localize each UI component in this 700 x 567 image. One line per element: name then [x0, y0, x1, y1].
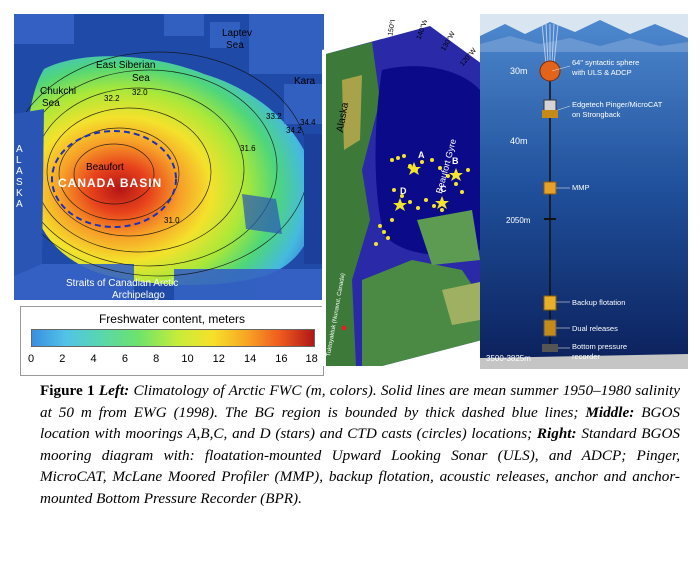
figure-caption: Figure 1 Left: Climatology of Arctic FWC… — [40, 380, 680, 509]
colorbar-tick: 0 — [27, 353, 35, 365]
bpr-label-1: Bottom pressure — [572, 342, 628, 351]
chukchi-sea-label: Sea — [42, 98, 60, 109]
right-panel-label: Right: — [536, 425, 577, 442]
pinger-label-2: on Strongback — [572, 110, 621, 119]
depth-30m: 30m — [510, 66, 528, 76]
backup-flotation-label: Backup flotation — [572, 298, 626, 307]
mooring-graphic — [480, 14, 688, 369]
mooring-c-label: C — [440, 184, 447, 194]
canada-basin-label: CANADA BASIN — [58, 176, 163, 190]
depth-bottom: 3500-3825m — [486, 354, 531, 363]
mooring-diagram: 30m 40m 2050m 3500-3825m 64" syntactic s… — [480, 14, 688, 369]
depth-40m: 40m — [510, 136, 528, 146]
colorbar-tick: 6 — [121, 353, 128, 365]
contour-label: 31.6 — [240, 144, 256, 153]
fwc-map-graphic — [14, 14, 324, 300]
colorbar-gradient — [31, 329, 315, 347]
archipelago-label: Archipelago — [112, 290, 165, 300]
colorbar-tick: 10 — [181, 353, 194, 365]
colorbar-tick: 18 — [305, 353, 318, 365]
laptev-sea-label: Sea — [226, 40, 244, 51]
colorbar-title: Freshwater content, meters — [98, 312, 246, 326]
pinger-label-1: Edgetech Pinger/MicroCAT — [572, 100, 663, 109]
chukchi-label: Chukchi — [40, 86, 77, 97]
dual-releases-label: Dual releases — [572, 324, 618, 333]
colorbar-ticks: 0 2 4 6 8 10 12 14 16 18 — [27, 353, 318, 367]
colorbar-tick: 4 — [90, 353, 97, 365]
sphere-label-1: 64" syntactic sphere — [572, 58, 640, 67]
kara-label: Kara — [294, 76, 316, 87]
mooring-b-label: B — [452, 156, 459, 166]
figure-label: Figure 1 — [40, 382, 95, 399]
contour-label: 32.0 — [132, 88, 148, 97]
bgos-location-map: 150°W 140°W 130°W 120°W Alaska Beaufort … — [322, 20, 484, 366]
laptev-label: Laptev — [222, 28, 253, 39]
depth-2050m: 2050m — [506, 216, 531, 225]
colorbar-tick: 12 — [212, 353, 225, 365]
left-panel-text: Climatology of Arctic FWC (m, colors). S… — [40, 382, 681, 421]
colorbar-tick: 16 — [275, 353, 288, 365]
bpr-label-2: recorder — [572, 352, 600, 361]
colorbar-tick: 8 — [153, 353, 160, 365]
east-siberian-sea-label: Sea — [132, 73, 150, 84]
colorbar-tick: 2 — [59, 353, 66, 365]
freshwater-colorbar: Freshwater content, meters 0 2 4 6 8 10 … — [20, 306, 324, 376]
alaska-vertical-label: ALASKA — [16, 144, 23, 210]
contour-label: 33.2 — [266, 112, 282, 121]
contour-label: 32.2 — [104, 94, 120, 103]
mooring-d-label: D — [400, 186, 407, 196]
fwc-climatology-map: Laptev Sea East Siberian Sea Chukchi Sea… — [14, 14, 324, 300]
contour-label: 34.4 — [300, 118, 316, 127]
beaufort-label: Beaufort — [86, 162, 124, 173]
right-panel-text: Standard BGOS mooring diagram with: floa… — [40, 425, 681, 507]
contour-label: 31.0 — [164, 216, 180, 225]
colorbar-tick: 14 — [243, 353, 257, 365]
bgos-map-graphic — [322, 20, 484, 366]
sphere-label-2: with ULS & ADCP — [572, 68, 632, 77]
middle-panel-label: Middle: — [585, 403, 635, 421]
mooring-a-label: A — [418, 150, 425, 160]
middle-panel-text: BGOS location with moorings A,B,C, and D… — [40, 403, 681, 443]
mmp-label: MMP — [572, 183, 590, 192]
contour-label: 34.2 — [286, 126, 302, 135]
east-siberian-label: East Siberian — [96, 60, 156, 71]
straits-label: Straits of Canadian Arctic — [66, 278, 179, 289]
left-panel-label: Left: — [98, 382, 130, 399]
